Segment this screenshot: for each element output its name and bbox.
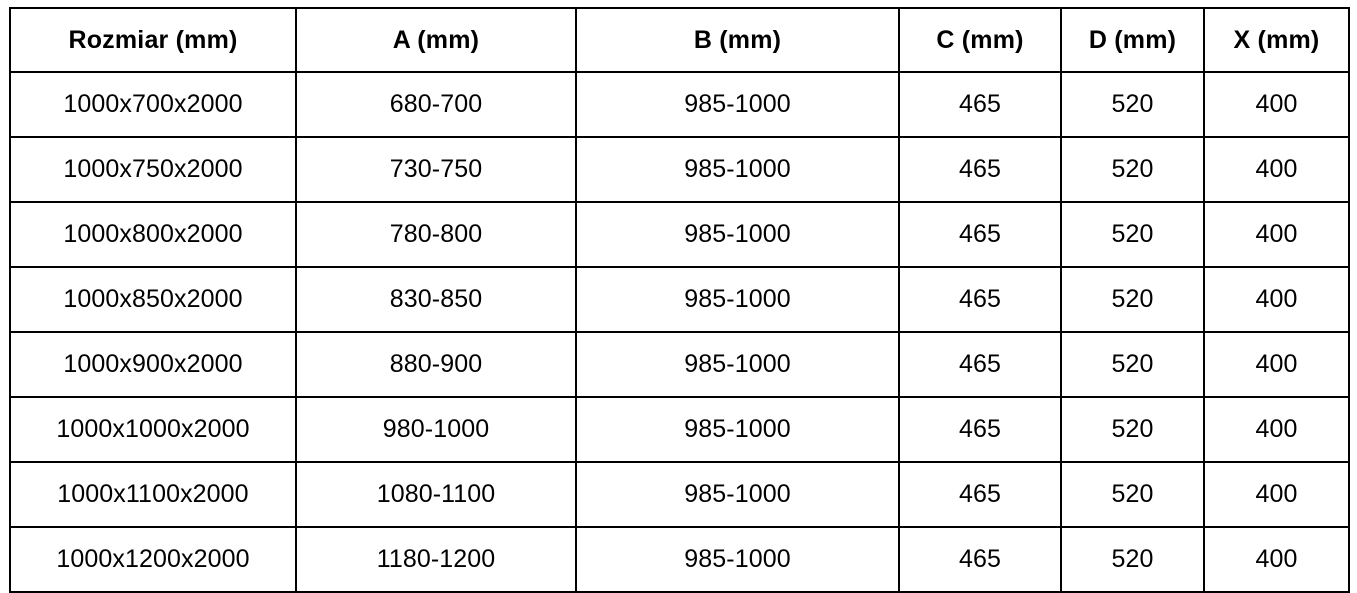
table-row: 1000x1100x2000 1080-1100 985-1000 465 520 400 (9, 461, 1350, 528)
column-header-a: A (mm) (295, 7, 577, 73)
cell-d: 520 (1060, 136, 1205, 203)
cell-rozmiar: 1000x750x2000 (9, 136, 297, 203)
column-header-d: D (mm) (1060, 7, 1205, 73)
cell-d: 520 (1060, 71, 1205, 138)
column-header-c: C (mm) (898, 7, 1062, 73)
cell-c: 465 (898, 526, 1062, 593)
cell-x: 400 (1203, 396, 1350, 463)
cell-b: 985-1000 (575, 331, 900, 398)
cell-rozmiar: 1000x900x2000 (9, 331, 297, 398)
table-body: 1000x700x2000 680-700 985-1000 465 520 400 100… (9, 71, 1350, 593)
cell-rozmiar: 1000x700x2000 (9, 71, 297, 138)
cell-x: 400 (1203, 266, 1350, 333)
cell-a: 830-850 (295, 266, 577, 333)
cell-a: 780-800 (295, 201, 577, 268)
cell-d: 520 (1060, 461, 1205, 528)
cell-a: 680-700 (295, 71, 577, 138)
cell-rozmiar: 1000x800x2000 (9, 201, 297, 268)
cell-d: 520 (1060, 526, 1205, 593)
cell-rozmiar: 1000x1200x2000 (9, 526, 297, 593)
cell-c: 465 (898, 71, 1062, 138)
cell-d: 520 (1060, 396, 1205, 463)
cell-x: 400 (1203, 331, 1350, 398)
cell-a: 730-750 (295, 136, 577, 203)
cell-x: 400 (1203, 136, 1350, 203)
cell-x: 400 (1203, 526, 1350, 593)
cell-x: 400 (1203, 201, 1350, 268)
cell-b: 985-1000 (575, 461, 900, 528)
cell-x: 400 (1203, 461, 1350, 528)
cell-d: 520 (1060, 201, 1205, 268)
cell-rozmiar: 1000x1100x2000 (9, 461, 297, 528)
cell-b: 985-1000 (575, 71, 900, 138)
table-row: 1000x700x2000 680-700 985-1000 465 520 400 (9, 71, 1350, 138)
cell-b: 985-1000 (575, 201, 900, 268)
cell-rozmiar: 1000x1000x2000 (9, 396, 297, 463)
cell-a: 1180-1200 (295, 526, 577, 593)
cell-x: 400 (1203, 71, 1350, 138)
cell-b: 985-1000 (575, 396, 900, 463)
dimensions-table: Rozmiar (mm) A (mm) B (mm) C (mm) D (mm) X (m… (9, 7, 1350, 593)
cell-c: 465 (898, 396, 1062, 463)
table-row: 1000x750x2000 730-750 985-1000 465 520 400 (9, 136, 1350, 203)
table-row: 1000x1200x2000 1180-1200 985-1000 465 520 400 (9, 526, 1350, 593)
cell-b: 985-1000 (575, 526, 900, 593)
table-row: 1000x900x2000 880-900 985-1000 465 520 400 (9, 331, 1350, 398)
cell-c: 465 (898, 461, 1062, 528)
column-header-b: B (mm) (575, 7, 900, 73)
cell-c: 465 (898, 201, 1062, 268)
cell-a: 880-900 (295, 331, 577, 398)
table-header-row: Rozmiar (mm) A (mm) B (mm) C (mm) D (mm) X (m… (9, 7, 1350, 73)
cell-c: 465 (898, 331, 1062, 398)
table-header: Rozmiar (mm) A (mm) B (mm) C (mm) D (mm) X (m… (9, 7, 1350, 73)
column-header-x: X (mm) (1203, 7, 1350, 73)
table-row: 1000x800x2000 780-800 985-1000 465 520 400 (9, 201, 1350, 268)
cell-b: 985-1000 (575, 136, 900, 203)
cell-b: 985-1000 (575, 266, 900, 333)
cell-c: 465 (898, 136, 1062, 203)
cell-c: 465 (898, 266, 1062, 333)
table-row: 1000x850x2000 830-850 985-1000 465 520 400 (9, 266, 1350, 333)
cell-rozmiar: 1000x850x2000 (9, 266, 297, 333)
cell-a: 980-1000 (295, 396, 577, 463)
column-header-rozmiar: Rozmiar (mm) (9, 7, 297, 73)
dimensions-table-container: Rozmiar (mm) A (mm) B (mm) C (mm) D (mm) X (m… (9, 7, 1350, 593)
cell-a: 1080-1100 (295, 461, 577, 528)
table-row: 1000x1000x2000 980-1000 985-1000 465 520 400 (9, 396, 1350, 463)
cell-d: 520 (1060, 266, 1205, 333)
cell-d: 520 (1060, 331, 1205, 398)
